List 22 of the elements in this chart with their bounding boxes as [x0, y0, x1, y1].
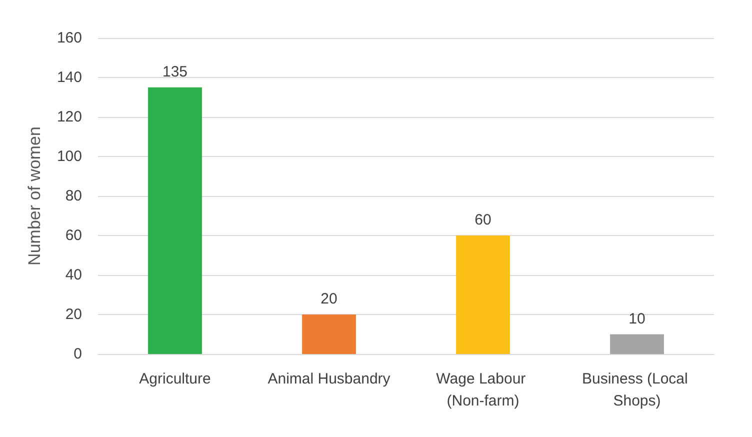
y-tick-label: 140 — [56, 69, 82, 86]
y-tick-label: 160 — [56, 30, 82, 46]
data-label: 135 — [162, 63, 188, 80]
x-tick-label: Agriculture — [139, 370, 211, 388]
x-tick-label: Animal Husbandry — [268, 370, 391, 388]
y-tick-label: 80 — [65, 188, 82, 204]
y-tick-label: 20 — [65, 306, 82, 323]
y-tick-label: 100 — [56, 148, 82, 165]
data-label: 60 — [474, 212, 492, 228]
bar — [148, 87, 202, 354]
bar — [302, 314, 356, 354]
data-label: 20 — [320, 290, 338, 308]
bar — [456, 236, 510, 354]
y-tick-label: 120 — [56, 108, 82, 126]
y-axis-title: Number of women — [25, 126, 44, 266]
x-tick-label: Wage Labour (Non-farm) — [436, 370, 530, 410]
x-tick-label: Business (Local Shops) — [582, 370, 692, 410]
data-label: 10 — [628, 310, 646, 328]
bar — [610, 334, 664, 354]
y-tick-label: 0 — [74, 346, 82, 362]
y-tick-label: 60 — [65, 227, 82, 244]
y-tick-label: 40 — [65, 266, 82, 284]
